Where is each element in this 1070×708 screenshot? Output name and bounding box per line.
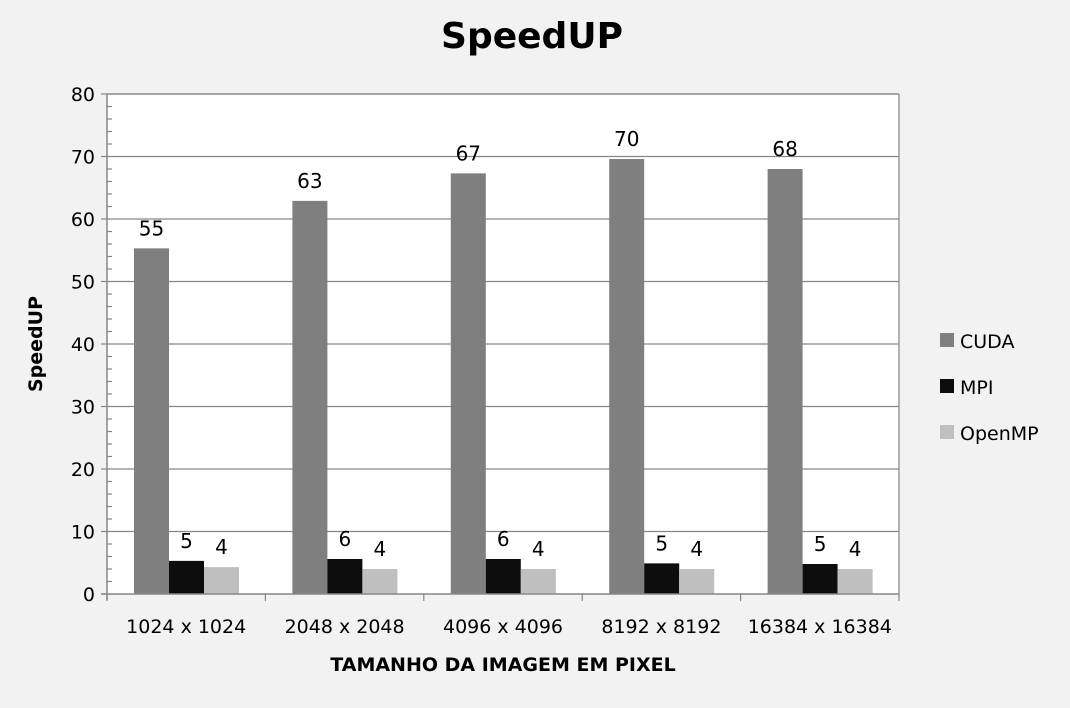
data-label: 5 — [180, 529, 193, 553]
x-tick-label: 8192 x 8192 — [601, 616, 721, 638]
data-label: 4 — [849, 537, 862, 561]
x-tick-label: 16384 x 16384 — [748, 616, 892, 638]
bar-cuda — [134, 248, 169, 594]
data-label: 6 — [497, 527, 510, 551]
data-label: 68 — [772, 137, 797, 161]
data-label: 63 — [297, 169, 322, 193]
bar-mpi — [169, 560, 204, 594]
bar-openmp — [679, 569, 715, 594]
bar-mpi — [802, 564, 838, 594]
y-tick-label: 80 — [71, 84, 95, 106]
y-tick-label: 30 — [71, 397, 95, 419]
y-tick-label: 10 — [71, 522, 95, 544]
bar-mpi — [644, 563, 680, 594]
y-tick-label: 60 — [71, 209, 95, 231]
data-label: 5 — [655, 531, 668, 555]
x-tick-label: 2048 x 2048 — [285, 616, 405, 638]
y-tick-label: 50 — [71, 272, 95, 294]
y-tick-label: 0 — [83, 584, 95, 606]
bar-mpi — [327, 559, 363, 594]
data-label: 4 — [690, 537, 703, 561]
bar-openmp — [520, 569, 556, 594]
legend-swatch-cuda — [940, 333, 954, 347]
data-label: 6 — [339, 527, 352, 551]
chart-title: SpeedUP — [441, 16, 623, 57]
x-tick-label: 4096 x 4096 — [443, 616, 563, 638]
y-tick-label: 20 — [71, 459, 95, 481]
x-tick-labels: 1024 x 1024 2048 x 2048 4096 x 4096 8192 x … — [126, 616, 892, 638]
x-axis-label: TAMANHO DA IMAGEM EM PIXEL — [330, 654, 675, 676]
bar-openmp — [362, 569, 398, 594]
bar-openmp — [837, 569, 873, 594]
axes — [101, 93, 900, 601]
data-label: 5 — [814, 532, 827, 556]
y-tick-label: 40 — [71, 334, 95, 356]
y-axis-label: SpeedUP — [25, 296, 47, 392]
legend-label-cuda: CUDA — [960, 331, 1014, 353]
bar-cuda — [450, 173, 486, 594]
legend-swatch-openmp — [940, 425, 954, 439]
y-tick-label: 70 — [71, 147, 95, 169]
legend-label-openmp: OpenMP — [960, 423, 1039, 445]
legend: CUDA MPI OpenMP — [940, 331, 1039, 445]
bar-mpi — [485, 559, 521, 594]
legend-swatch-mpi — [940, 379, 954, 393]
bars — [134, 159, 873, 594]
bar-cuda — [292, 200, 328, 594]
data-label: 4 — [532, 537, 545, 561]
data-label: 55 — [139, 216, 164, 240]
y-tick-labels: 0 10 20 30 40 50 60 70 80 — [71, 84, 95, 606]
bar-cuda — [767, 169, 803, 594]
data-label: 4 — [215, 535, 228, 559]
data-label: 4 — [374, 537, 387, 561]
legend-label-mpi: MPI — [960, 377, 993, 399]
bar-openmp — [204, 567, 239, 594]
bar-cuda — [609, 159, 645, 594]
x-tick-label: 1024 x 1024 — [126, 616, 246, 638]
data-label: 70 — [614, 127, 639, 151]
data-label: 67 — [456, 141, 481, 165]
